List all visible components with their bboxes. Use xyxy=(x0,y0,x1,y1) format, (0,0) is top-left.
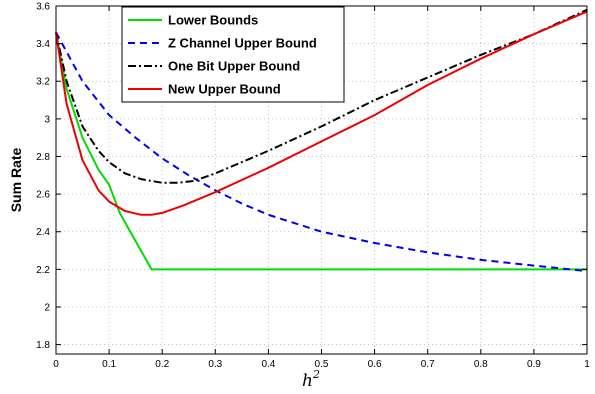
x-tick-labels: 0 0.1 0.2 0.3 0.4 0.5 0.6 0.7 0.8 0.9 1 xyxy=(53,359,590,370)
x-tick-label: 0 xyxy=(53,359,59,370)
legend-label: Lower Bounds xyxy=(168,13,258,28)
x-tick-label: 0.3 xyxy=(208,359,222,370)
legend-label: Z Channel Upper Bound xyxy=(168,36,317,51)
x-tick-label: 0.9 xyxy=(527,359,541,370)
legend: Lower Bounds Z Channel Upper Bound One Bit… xyxy=(121,6,345,103)
series-line-4 xyxy=(55,10,588,216)
y-tick-label: 2.6 xyxy=(36,190,50,201)
legend-box xyxy=(121,6,345,103)
x-tick-label: 0.8 xyxy=(474,359,488,370)
series-line-3 xyxy=(55,8,588,184)
series-lines xyxy=(55,8,588,273)
series-line-1 xyxy=(55,32,587,271)
x-tick-label: 0.7 xyxy=(421,359,435,370)
x-axis-label: h2 xyxy=(302,368,320,391)
y-tick-label: 3.6 xyxy=(36,2,50,13)
y-tick-label: 3.2 xyxy=(36,77,50,88)
legend-label: New Upper Bound xyxy=(168,82,281,97)
x-tick-label: 1 xyxy=(584,359,590,370)
y-tick-label: 2.8 xyxy=(36,152,50,163)
y-tick-label: 1.8 xyxy=(36,340,50,351)
y-tick-label: 2 xyxy=(44,302,50,313)
y-tick-label: 2.4 xyxy=(36,227,50,238)
x-tick-label: 0.2 xyxy=(155,359,169,370)
legend-label: One Bit Upper Bound xyxy=(168,59,300,74)
x-tick-label: 0.4 xyxy=(261,359,275,370)
x-tick-label: 0.1 xyxy=(102,359,116,370)
legend-entries: Lower Bounds Z Channel Upper Bound One Bit… xyxy=(128,13,317,97)
y-tick-labels: 1.8 2 2.2 2.4 2.6 2.8 3 3.2 3.4 3.6 xyxy=(36,2,50,352)
y-tick-label: 3 xyxy=(44,114,50,125)
y-tick-label: 3.4 xyxy=(36,39,50,50)
series-line-2 xyxy=(55,31,588,273)
y-axis-label: Sum Rate xyxy=(8,148,24,213)
x-tick-label: 0.6 xyxy=(368,359,382,370)
y-tick-label: 2.2 xyxy=(36,265,50,276)
x-tick-label: 0.5 xyxy=(315,359,329,370)
